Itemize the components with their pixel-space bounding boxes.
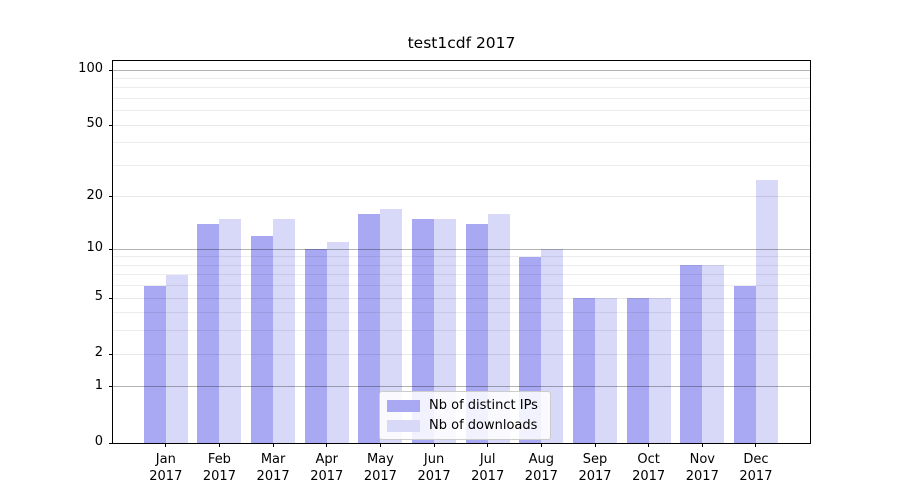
legend-label-downloads: Nb of downloads	[429, 418, 538, 433]
gridline-major	[113, 297, 810, 299]
y-tick-label: 1	[94, 377, 103, 393]
bar-downloads-mar	[273, 218, 296, 443]
bar-distinct-ips-mar	[251, 235, 274, 443]
y-tick	[109, 196, 113, 198]
y-tick-label: 20	[86, 187, 103, 203]
bar-distinct-ips-apr	[304, 249, 327, 443]
gridline-minor	[113, 142, 810, 144]
y-tick	[109, 386, 113, 388]
gridline-decade	[113, 386, 810, 388]
bar-downloads-jan	[165, 274, 188, 443]
y-tick-label: 2	[94, 345, 103, 361]
gridline-minor	[113, 285, 810, 287]
x-tick-label: Aug 2017	[524, 452, 558, 484]
legend-item-distinct-ips: Nb of distinct IPs	[387, 397, 538, 414]
y-tick-label: 10	[86, 240, 103, 256]
gridline-minor	[113, 256, 810, 258]
gridline-minor	[113, 77, 810, 79]
bar-distinct-ips-dec	[733, 285, 756, 443]
x-tick	[540, 443, 542, 447]
y-tick	[109, 69, 113, 71]
x-tick-label: Jun 2017	[417, 452, 451, 484]
gridline-decade	[113, 69, 810, 71]
x-tick-label: Mar 2017	[256, 452, 290, 484]
x-tick-label: Sep 2017	[578, 452, 612, 484]
x-tick	[272, 443, 274, 447]
bar-distinct-ips-sep	[573, 298, 595, 443]
x-tick	[379, 443, 381, 447]
x-tick	[326, 443, 328, 447]
bar-distinct-ips-jul	[465, 224, 488, 443]
bar-distinct-ips-nov	[680, 265, 703, 443]
x-tick	[701, 443, 703, 447]
bar-downloads-feb	[219, 218, 242, 443]
bar-downloads-nov	[702, 265, 725, 443]
x-tick-label: Apr 2017	[310, 452, 344, 484]
x-tick-label: Dec 2017	[739, 452, 773, 484]
gridline-minor	[113, 110, 810, 112]
gridline-minor	[113, 98, 810, 100]
gridline-major	[113, 353, 810, 355]
x-tick-label: Oct 2017	[632, 452, 666, 484]
gridline-major	[113, 196, 810, 198]
legend-label-distinct-ips: Nb of distinct IPs	[429, 398, 538, 413]
y-tick	[109, 248, 113, 250]
gridline-minor	[113, 165, 810, 166]
bar-distinct-ips-oct	[626, 298, 649, 443]
y-tick-label: 100	[78, 61, 103, 77]
gridline-decade	[113, 248, 810, 250]
x-tick	[648, 443, 650, 447]
legend-item-downloads: Nb of downloads	[387, 417, 538, 434]
y-tick-label: 0	[94, 434, 103, 449]
bar-downloads-oct	[648, 298, 671, 443]
bar-distinct-ips-jan	[143, 285, 166, 443]
x-tick	[165, 443, 167, 447]
x-tick-label: Feb 2017	[202, 452, 236, 484]
bar-distinct-ips-may	[358, 214, 381, 443]
x-tick-label: May 2017	[363, 452, 397, 484]
bar-downloads-jul	[487, 214, 510, 443]
x-tick	[433, 443, 435, 447]
x-tick	[218, 443, 220, 447]
bar-downloads-jun	[434, 218, 457, 443]
y-tick-label: 5	[94, 289, 103, 305]
bar-downloads-may	[380, 209, 403, 443]
gridline-minor	[113, 312, 810, 314]
y-tick	[109, 442, 113, 444]
y-tick	[109, 124, 113, 126]
bar-downloads-dec	[755, 179, 778, 443]
bar-distinct-ips-feb	[197, 224, 220, 443]
gridline-minor	[113, 274, 810, 276]
legend-swatch-downloads	[387, 419, 420, 432]
x-tick-label: Jan 2017	[149, 452, 183, 484]
gridline-minor	[113, 330, 810, 332]
gridline-minor	[113, 264, 810, 266]
x-tick	[487, 443, 489, 447]
x-tick-label: Jul 2017	[471, 452, 505, 484]
gridline-minor	[113, 87, 810, 89]
y-tick	[109, 297, 113, 299]
bar-downloads-sep	[595, 298, 617, 443]
legend: Nb of distinct IPs Nb of downloads	[379, 391, 551, 440]
legend-swatch-distinct-ips	[387, 399, 420, 412]
gridline-major	[113, 124, 810, 126]
x-tick-label: Nov 2017	[685, 452, 719, 484]
y-tick	[109, 353, 113, 355]
x-tick	[755, 443, 757, 447]
chart-title: test1cdf 2017	[407, 34, 516, 52]
bar-distinct-ips-jun	[412, 218, 435, 443]
bar-downloads-apr	[326, 242, 349, 443]
x-tick	[594, 443, 596, 447]
y-tick-label: 50	[86, 116, 103, 132]
